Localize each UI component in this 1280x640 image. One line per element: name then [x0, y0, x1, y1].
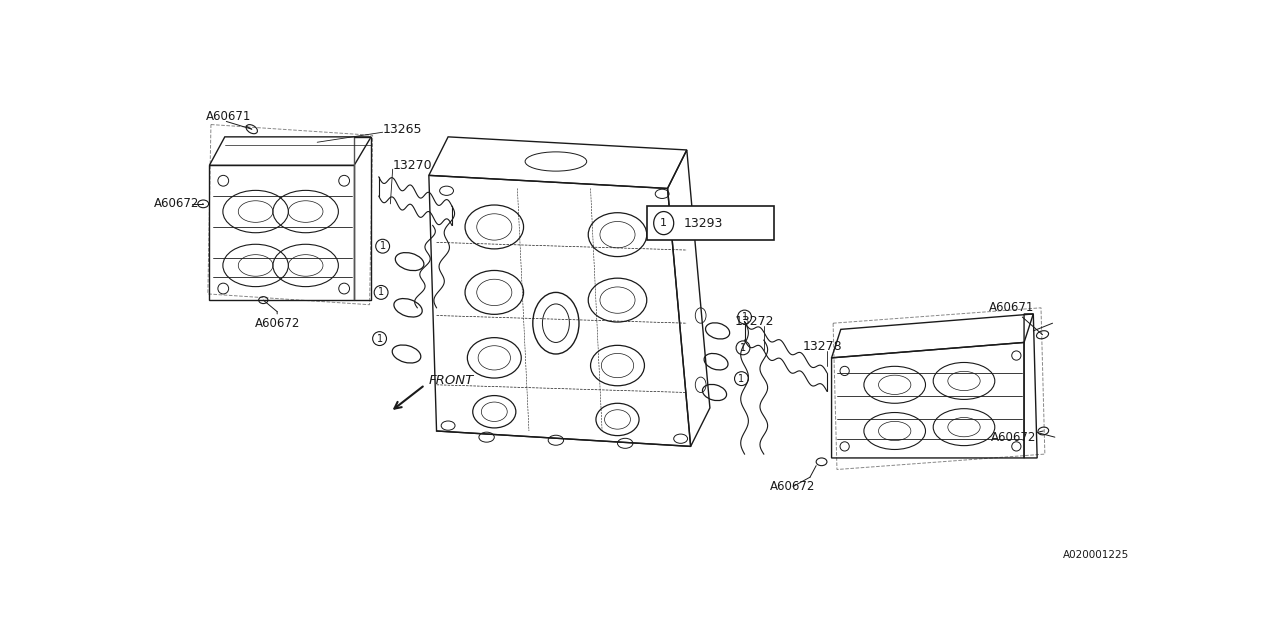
Bar	[646, 206, 774, 240]
Text: 13272: 13272	[735, 315, 774, 328]
Text: 1: 1	[739, 374, 745, 383]
Text: FRONT: FRONT	[429, 374, 474, 387]
Text: 13265: 13265	[383, 123, 422, 136]
Text: A60671: A60671	[206, 110, 252, 129]
Text: A60672: A60672	[255, 312, 300, 330]
Text: 1: 1	[741, 312, 748, 322]
Text: 1: 1	[376, 333, 383, 344]
Text: A60672: A60672	[992, 431, 1043, 444]
Text: 1: 1	[378, 287, 384, 298]
Text: 1: 1	[740, 343, 746, 353]
Text: 1: 1	[380, 241, 385, 251]
Text: 13270: 13270	[393, 159, 433, 172]
Text: A020001225: A020001225	[1064, 550, 1129, 561]
Text: 13293: 13293	[684, 216, 723, 230]
Text: 13278: 13278	[803, 340, 842, 353]
Text: 1: 1	[660, 218, 667, 228]
Text: A60672: A60672	[771, 477, 815, 493]
Text: A60672: A60672	[155, 197, 204, 211]
Text: A60671: A60671	[989, 301, 1042, 335]
